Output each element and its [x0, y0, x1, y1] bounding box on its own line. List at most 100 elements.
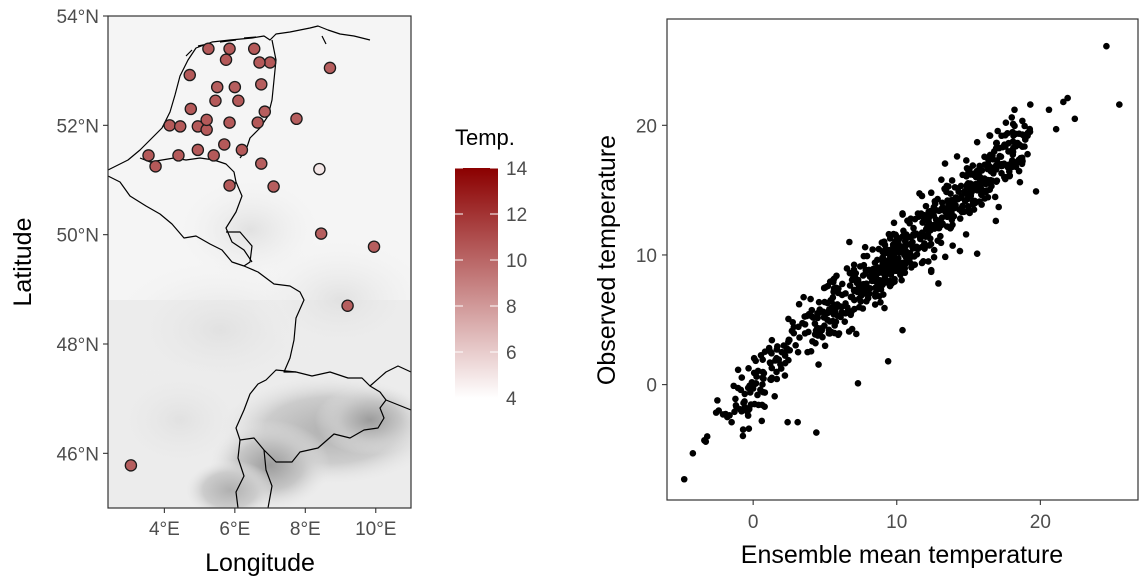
scatter-point — [870, 267, 877, 274]
station-point — [149, 160, 162, 173]
scatter-point — [1001, 131, 1009, 139]
scatter-point — [871, 293, 879, 300]
scatter-point — [994, 127, 1002, 135]
station-point — [253, 56, 266, 69]
be-fr-border — [108, 175, 245, 267]
scatter-point — [1071, 115, 1079, 123]
scatter-point — [1016, 178, 1024, 186]
scatter-point — [1103, 42, 1110, 50]
scatter-y-axis-title: Observed temperature — [593, 135, 621, 385]
scatter-point — [984, 193, 992, 201]
scatter-point — [815, 361, 822, 368]
scatter-point — [941, 253, 949, 261]
scatter-point — [973, 250, 981, 257]
scatter-point — [812, 339, 819, 347]
scatter-point — [1021, 122, 1028, 130]
scatter-point — [873, 256, 881, 264]
scatter-point — [844, 304, 851, 311]
scatter-point — [910, 224, 917, 232]
legend-tick-label: 4 — [506, 389, 517, 410]
map-y-axis: 46°N 48°N 50°N 52°N 54°N — [57, 7, 108, 465]
scatter-point — [913, 251, 921, 258]
scatter-point — [1019, 117, 1026, 125]
scatter-point — [811, 320, 819, 327]
scatter-point — [880, 249, 887, 257]
scatter-point — [848, 276, 856, 284]
scatter-point — [1017, 154, 1024, 162]
scatter-point — [744, 412, 752, 419]
station-point — [173, 120, 187, 133]
map-y-tick-label: 48°N — [57, 335, 99, 356]
wadden-islands — [185, 35, 327, 57]
scatter-point — [826, 307, 834, 314]
scatter-point — [909, 244, 917, 252]
scatter-point — [781, 372, 789, 379]
scatter-point — [765, 344, 773, 352]
scatter-point — [734, 384, 742, 392]
scatter-point — [859, 305, 867, 312]
station-point — [219, 53, 233, 66]
scatter-point — [916, 235, 924, 243]
station-point — [258, 105, 272, 118]
scatter-point — [993, 139, 1001, 147]
scatter-point — [801, 330, 809, 337]
scatter-point — [761, 389, 769, 396]
scatter-point — [841, 318, 849, 325]
scatter-point — [966, 209, 973, 217]
map-y-tick-label: 50°N — [57, 226, 99, 247]
scatter-point — [902, 247, 909, 254]
map-x-axis: 4°E 6°E 8°E 10°E — [149, 508, 396, 540]
scatter-point — [918, 229, 926, 236]
scatter-point — [814, 332, 822, 339]
scatter-point — [759, 381, 766, 388]
scatter-point — [911, 215, 919, 223]
station-point — [255, 78, 268, 91]
scatter-point — [987, 163, 994, 171]
station-point — [202, 42, 215, 56]
scatter-point — [753, 373, 760, 380]
scatter-point — [899, 259, 906, 267]
scatter-point — [739, 426, 747, 433]
scatter-point — [775, 356, 783, 363]
scatter-x-tick-label: 0 — [748, 512, 759, 533]
map-x-axis-title: Longitude — [205, 549, 315, 577]
scatter-point — [768, 364, 776, 372]
scatter-point — [846, 282, 854, 289]
scatter-point — [935, 207, 943, 215]
scatter-point — [1116, 101, 1123, 108]
scatter-point — [773, 375, 781, 383]
scatter-point — [860, 252, 868, 260]
scatter-point — [881, 304, 888, 312]
station-point — [200, 113, 213, 127]
scatter-point — [853, 330, 860, 338]
scatter-point — [703, 433, 711, 440]
scatter-point — [877, 299, 884, 306]
scatter-point — [1027, 101, 1034, 108]
scatter-point — [899, 326, 906, 334]
scatter-point — [1014, 139, 1021, 147]
scatter-point — [1011, 106, 1018, 114]
scatter-point — [898, 276, 905, 284]
legend-tick-label: 8 — [506, 297, 517, 318]
station-points — [124, 42, 381, 472]
scatter-point — [767, 376, 775, 384]
scatter-point — [754, 391, 761, 399]
lux-border — [226, 231, 253, 267]
ch-border — [235, 369, 387, 463]
scatter-point — [884, 357, 892, 365]
station-point — [223, 116, 236, 129]
scatter-point — [863, 298, 870, 305]
scatter-point — [843, 265, 851, 272]
scatter-point — [796, 334, 803, 341]
map-panel: 4°E 6°E 8°E 10°E 46°N 48°N 50°N 52°N 54°N Longi… — [9, 7, 412, 577]
scatter-point — [947, 197, 955, 204]
scatter-point — [973, 138, 981, 146]
station-point — [163, 119, 176, 132]
scatter-point — [827, 297, 834, 304]
scatter-point — [931, 198, 939, 205]
scatter-point — [991, 193, 999, 201]
scatter-point — [829, 317, 837, 325]
scatter-point — [935, 224, 943, 232]
scatter-x-tick-label: 10 — [886, 512, 907, 533]
scatter-point — [815, 298, 823, 306]
